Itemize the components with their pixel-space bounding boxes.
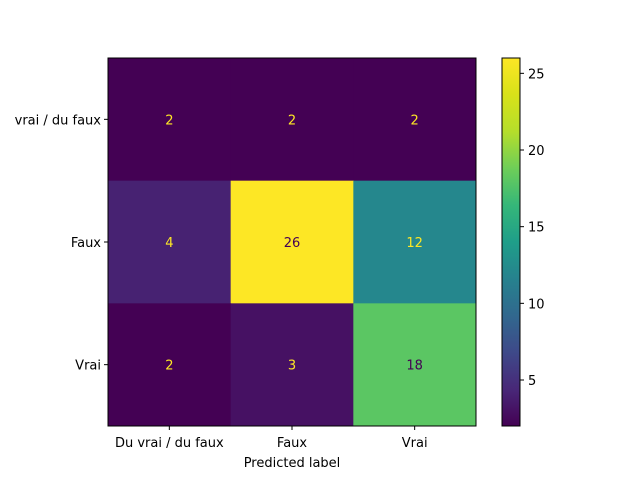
colorbar <box>501 57 521 427</box>
x-tick-label: Faux <box>277 436 307 451</box>
cell-value-label: 18 <box>406 359 423 374</box>
colorbar-tick-label: 15 <box>528 221 545 236</box>
heatmap-cell <box>353 303 477 427</box>
colorbar-tick-label: 5 <box>528 374 536 389</box>
heatmap-cell <box>108 180 232 304</box>
heatmap-cells <box>108 58 477 427</box>
y-tick-label: Vrai <box>75 359 101 374</box>
heatmap-cell <box>353 180 477 304</box>
heatmap-cell <box>230 303 354 427</box>
heatmap-cell <box>353 58 477 182</box>
cell-value-label: 2 <box>165 359 173 374</box>
colorbar-tick-label: 10 <box>528 297 545 312</box>
x-tick-label: Du vrai / du faux <box>115 436 224 451</box>
cell-value-label: 4 <box>165 236 173 251</box>
cell-value-label: 2 <box>165 113 173 128</box>
x-axis-ticks: Du vrai / du faux Faux Vrai <box>115 426 428 451</box>
colorbar-tick-label: 25 <box>528 67 545 82</box>
cell-value-label: 26 <box>284 236 301 251</box>
y-tick-label: vrai / du faux <box>15 113 102 128</box>
cell-value-label: 12 <box>406 236 423 251</box>
y-axis-ticks: vrai / du faux Faux Vrai <box>15 113 108 374</box>
heatmap-cell <box>108 58 232 182</box>
y-tick-label: Faux <box>71 236 101 251</box>
x-tick-label: Vrai <box>402 436 428 451</box>
x-axis-label: Predicted label <box>244 456 341 471</box>
cell-value-label: 2 <box>411 113 419 128</box>
heatmap-cell <box>230 180 354 304</box>
cell-value-label: 3 <box>288 359 296 374</box>
heatmap-cell <box>230 58 354 182</box>
cell-value-label: 2 <box>288 113 296 128</box>
plot-frame <box>107 57 477 427</box>
heatmap-cell <box>108 303 232 427</box>
colorbar-tick-label: 20 <box>528 144 545 159</box>
colorbar-ticks: 5 10 15 20 25 <box>520 67 545 389</box>
cell-value-labels: 2 2 2 4 26 12 2 3 18 <box>165 113 423 373</box>
